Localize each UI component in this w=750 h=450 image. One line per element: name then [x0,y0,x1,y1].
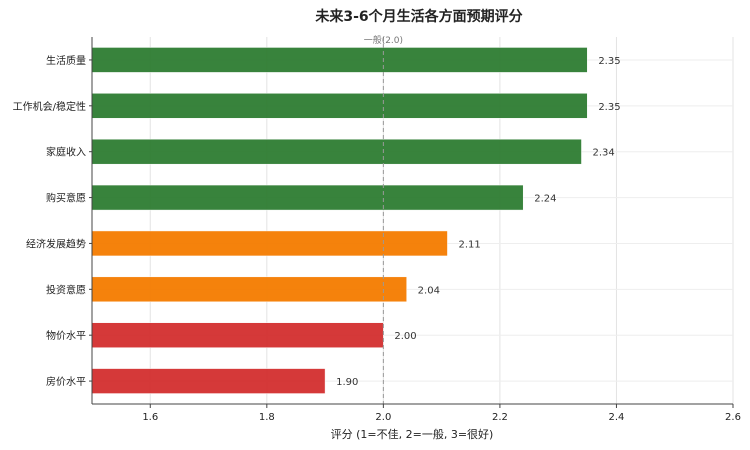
y-tick-label: 工作机会/稳定性 [13,100,86,113]
bars-layer: 2.35 2.35 2.34 2.24 2.11 2.04 2.00 1.90 [91,47,621,394]
y-tick-label: 房价水平 [46,375,86,388]
bar [91,322,384,348]
bar [91,93,588,119]
value-label: 2.35 [598,102,620,113]
value-label: 2.34 [592,148,614,159]
reference-line-label: 一般(2.0) [364,34,403,46]
bar [91,138,582,165]
y-tick-label: 物价水平 [46,329,86,342]
x-tick-label: 1.8 [259,412,275,423]
value-label: 2.11 [458,239,480,250]
y-tick-label: 购买意愿 [46,192,86,205]
value-label: 2.04 [418,285,440,296]
y-tick-label: 生活质量 [46,54,86,67]
bar [91,184,524,211]
x-tick-label: 2.6 [725,412,741,423]
reference-layer: 一般(2.0) [364,34,403,404]
value-label: 2.00 [394,331,416,342]
x-tick-label: 2.4 [609,412,625,423]
bar [91,47,588,73]
chart-title: 未来3-6个月生活各方面预期评分 [315,8,522,25]
x-tick-label: 2.0 [375,412,391,423]
bar [91,368,326,394]
value-label: 2.35 [598,56,620,67]
bar [91,230,448,257]
y-tick-label: 投资意愿 [46,283,86,296]
y-tick-label: 家庭收入 [46,146,86,159]
x-axis-label: 评分 (1=不佳, 2=一般, 3=很好) [331,427,494,441]
x-tick-label: 2.2 [492,412,508,423]
value-label: 2.24 [534,194,556,205]
value-label: 1.90 [336,377,358,388]
bar [91,276,407,303]
x-tick-label: 1.6 [142,412,158,423]
y-tick-label: 经济发展趋势 [26,237,86,250]
grid-layer [92,37,734,404]
